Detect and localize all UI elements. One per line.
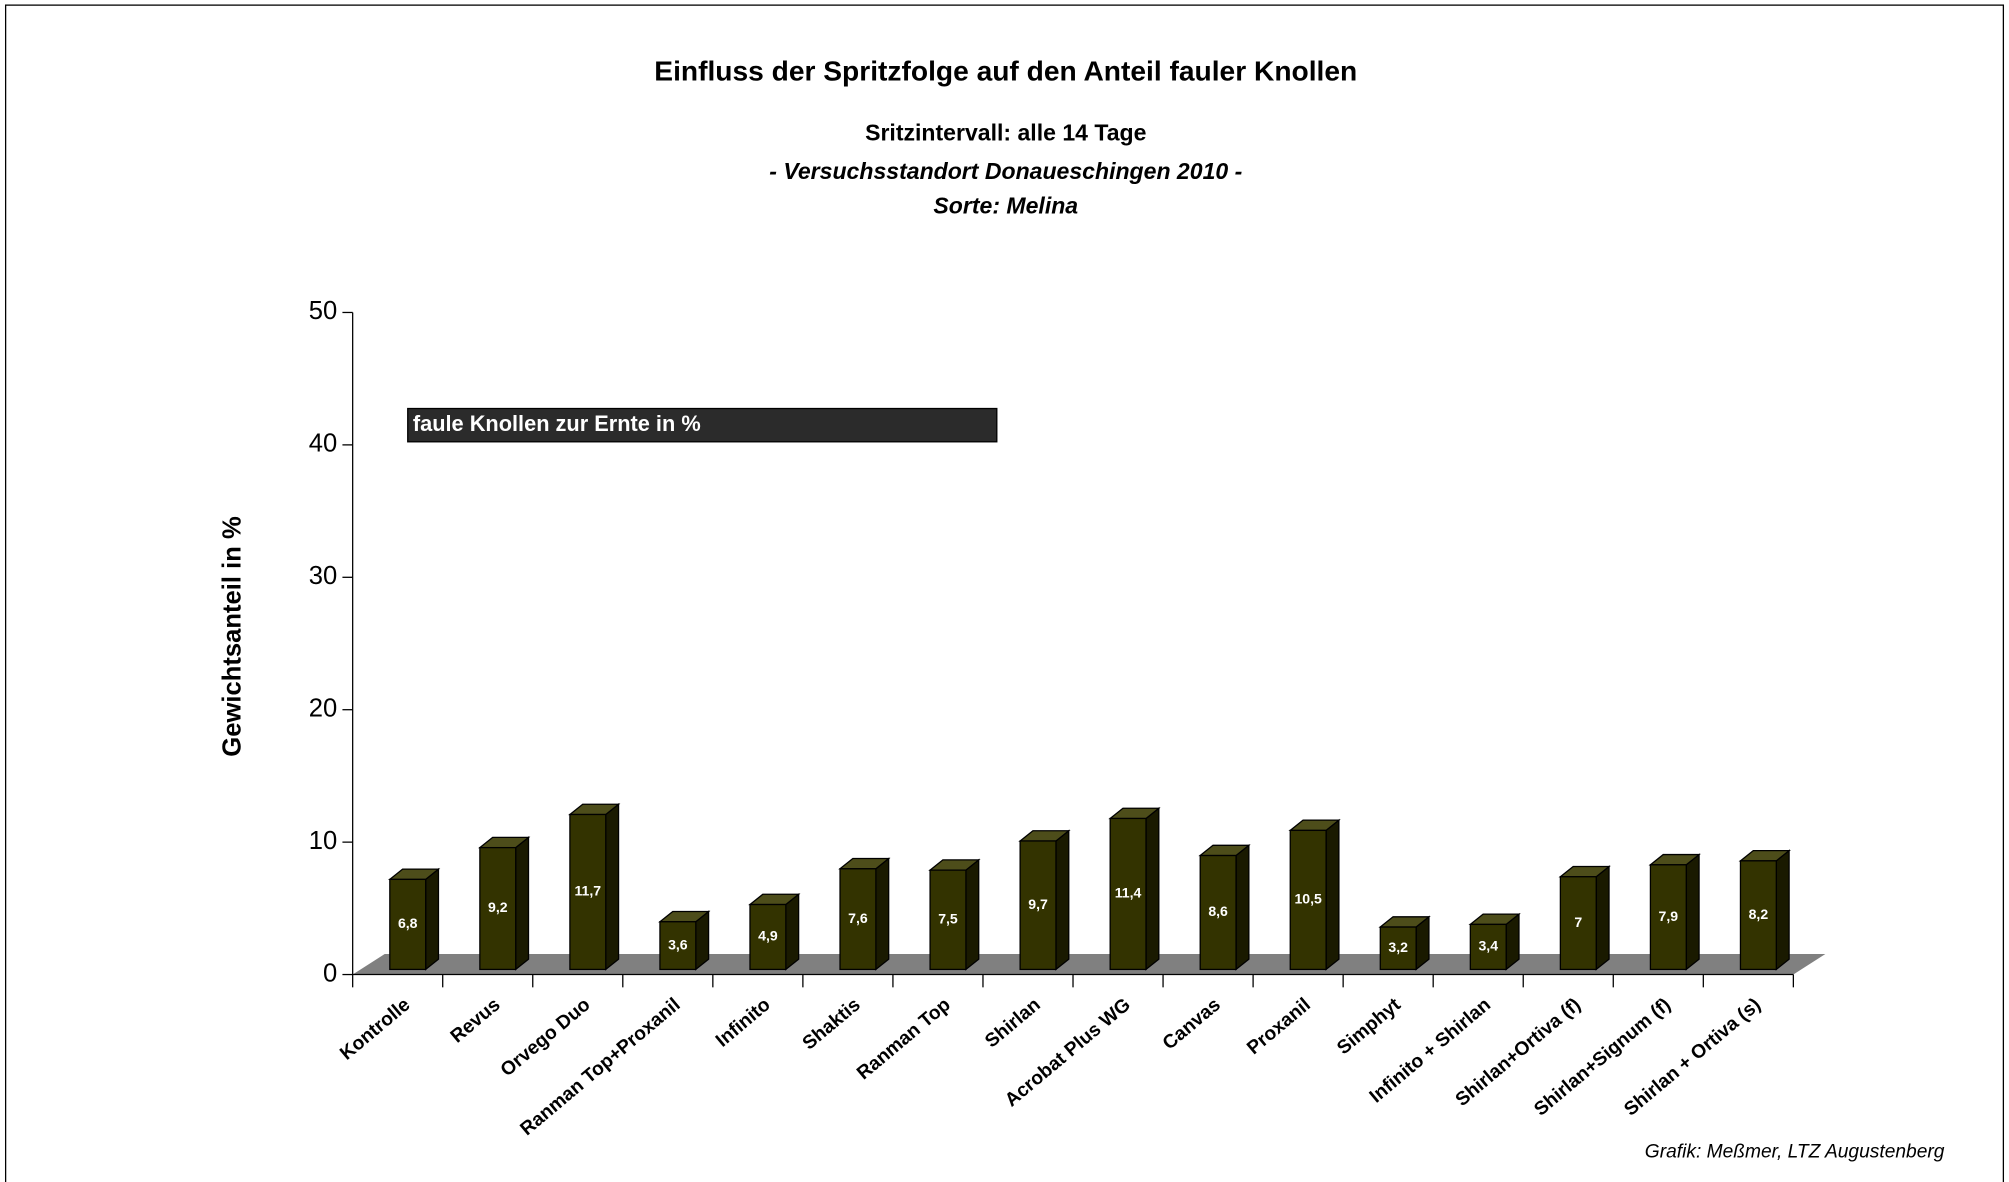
data-label: 7,6	[848, 910, 868, 926]
bar-side	[1145, 806, 1160, 971]
chart-title: Einfluss der Spritzfolge auf den Anteil …	[654, 54, 1357, 86]
bar	[1019, 840, 1057, 971]
floor	[352, 954, 1826, 975]
data-label: 3,4	[1478, 938, 1498, 954]
bar	[1109, 817, 1147, 971]
bar-side	[1325, 818, 1340, 971]
data-label: 4,9	[758, 928, 778, 944]
data-label: 8,6	[1208, 903, 1228, 919]
bar-side	[785, 892, 800, 971]
legend-box	[407, 407, 998, 443]
bar-side	[515, 836, 530, 971]
data-label: 9,7	[1028, 896, 1048, 912]
bar-side	[1775, 849, 1790, 971]
y-tick-label: 10	[309, 827, 338, 855]
y-axis-label: Gewichtsanteil in %	[218, 516, 246, 757]
data-label: 11,7	[575, 883, 602, 899]
data-label: 6,8	[398, 915, 418, 931]
bar	[1739, 860, 1777, 971]
y-tick-label: 50	[309, 297, 338, 325]
bar	[1199, 854, 1237, 971]
bar-side	[1685, 853, 1700, 971]
data-label: 10,5	[1294, 891, 1322, 907]
bar	[569, 813, 607, 971]
bar-side	[1235, 843, 1250, 971]
annotation: Sorte: Melina	[933, 193, 1078, 219]
bar	[659, 921, 697, 971]
bar	[1559, 876, 1597, 971]
legend-label: faule Knollen zur Ernte in %	[413, 411, 701, 436]
bar-side	[1055, 829, 1070, 971]
bar	[1379, 926, 1417, 971]
bar-side	[1595, 865, 1610, 971]
bar	[749, 903, 787, 971]
bar	[1469, 923, 1507, 971]
data-label: 3,2	[1388, 939, 1408, 955]
bar	[389, 878, 427, 971]
y-tick-label: 20	[309, 694, 338, 722]
data-label: 7,9	[1659, 908, 1679, 924]
data-label: 7	[1574, 914, 1582, 930]
bar-side	[875, 857, 890, 971]
chart-border	[4, 4, 2005, 1182]
bar	[839, 868, 877, 971]
bar-side	[965, 858, 980, 971]
y-tick-label: 30	[309, 562, 338, 590]
source: Grafik: Meßmer, LTZ Augustenberg	[1645, 1142, 1945, 1163]
data-label: 7,5	[938, 910, 958, 926]
data-label: 8,2	[1749, 906, 1769, 922]
bar	[1649, 864, 1687, 971]
y-tick-label: 0	[323, 959, 337, 987]
data-label: 11,4	[1115, 885, 1142, 901]
data-label: 9,2	[488, 899, 508, 915]
bar	[929, 869, 967, 971]
y-tick-label: 40	[309, 430, 338, 458]
bar	[1289, 829, 1327, 971]
data-label: 3,6	[668, 936, 688, 952]
subtitle: Sritzintervall: alle 14 Tage	[865, 120, 1147, 146]
annotation: - Versuchsstandort Donaueschingen 2010 -	[769, 158, 1242, 184]
bar-side	[425, 867, 440, 971]
bar-side	[605, 802, 620, 971]
bar	[479, 846, 517, 971]
